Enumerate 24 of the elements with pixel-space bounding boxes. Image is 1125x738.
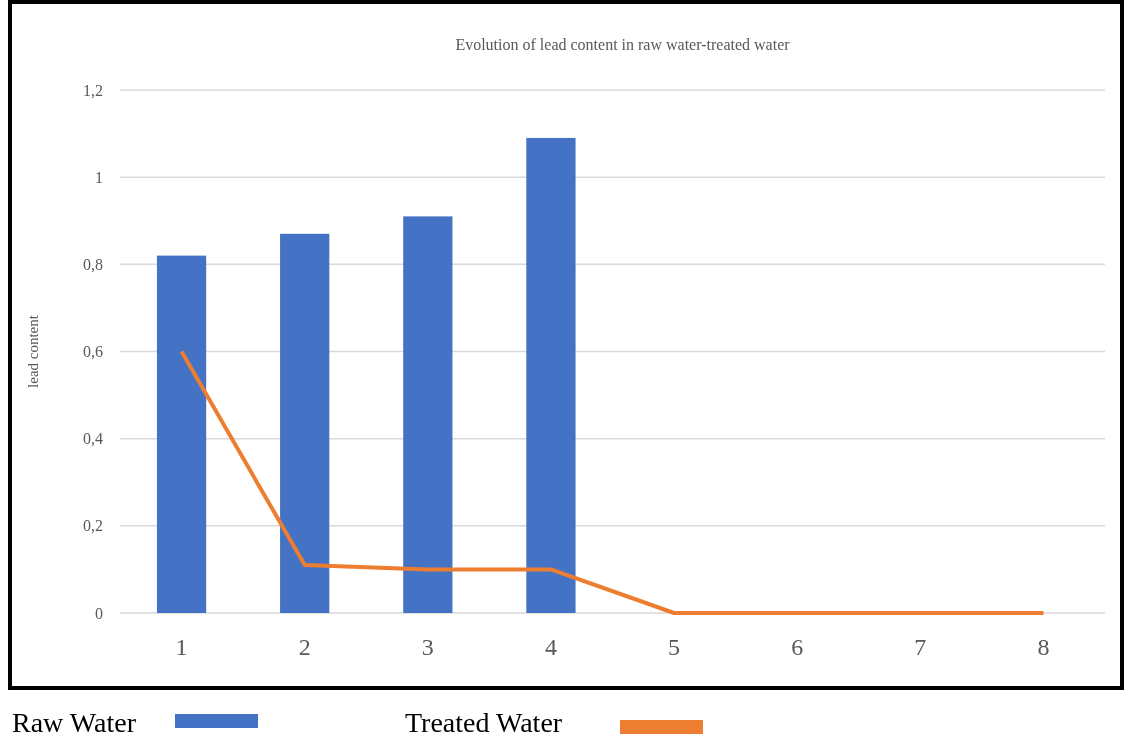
y-tick-label: 1,2 bbox=[83, 81, 103, 99]
y-tick-label: 0,8 bbox=[83, 255, 103, 273]
x-tick-label: 1 bbox=[175, 634, 188, 660]
y-tick-label: 0,2 bbox=[83, 517, 103, 535]
legend-label: Treated Water bbox=[405, 707, 563, 738]
x-tick-label: 2 bbox=[298, 634, 311, 660]
x-tick-label: 3 bbox=[421, 634, 434, 660]
x-tick-label: 6 bbox=[791, 634, 804, 660]
x-tick-label: 8 bbox=[1037, 634, 1050, 660]
bar bbox=[156, 255, 207, 613]
y-tick-label: 0 bbox=[95, 604, 103, 622]
y-axis-title: lead content bbox=[25, 314, 41, 388]
bar bbox=[280, 233, 330, 613]
line-series bbox=[179, 349, 1046, 615]
x-tick-label: 4 bbox=[544, 634, 557, 660]
bar bbox=[526, 137, 576, 613]
y-tick-label: 0,6 bbox=[83, 343, 103, 361]
bar bbox=[403, 216, 453, 613]
legend-label: Raw Water bbox=[12, 707, 137, 738]
y-tick-label: 0,4 bbox=[83, 430, 103, 448]
x-tick-label: 5 bbox=[668, 634, 681, 660]
y-tick-label: 1 bbox=[95, 168, 103, 186]
x-tick-label: 7 bbox=[914, 634, 927, 660]
chart-title: Evolution of lead content in raw water-treated water bbox=[455, 36, 791, 53]
